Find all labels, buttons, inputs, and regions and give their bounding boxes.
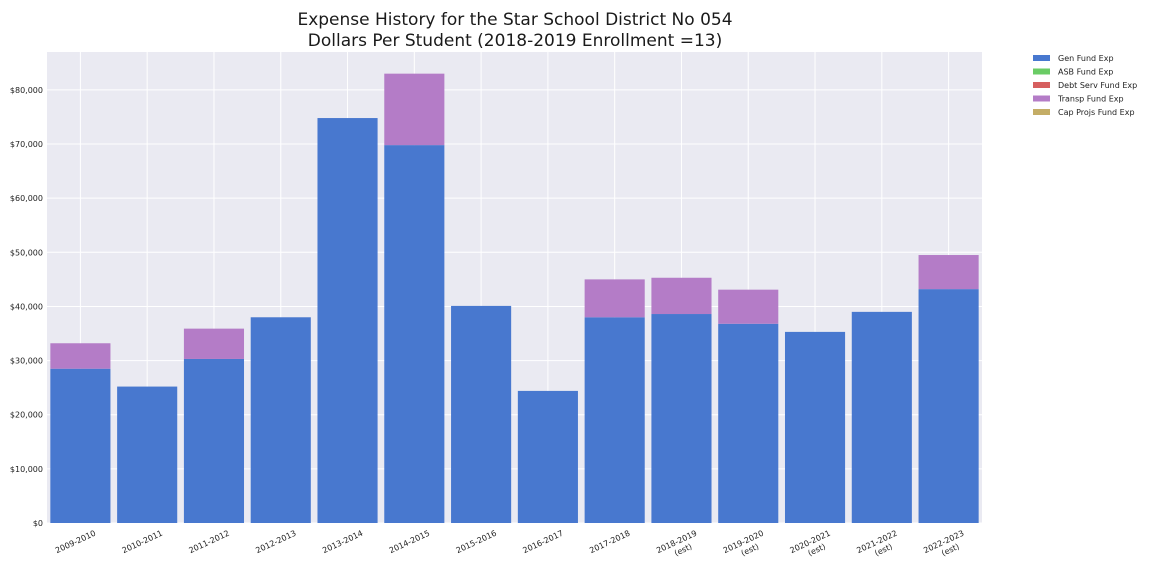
legend-label: ASB Fund Exp bbox=[1058, 68, 1113, 77]
legend-swatch bbox=[1033, 95, 1050, 102]
bar-segment bbox=[918, 289, 979, 523]
bar-segment bbox=[384, 73, 445, 146]
bar-segment bbox=[451, 305, 512, 523]
x-tick-label: 2019-2020(est) bbox=[722, 529, 770, 565]
x-tick-label: 2016-2017 bbox=[521, 529, 564, 556]
bar-segment bbox=[317, 118, 378, 523]
x-tick-label-line: 2011-2012 bbox=[187, 529, 230, 556]
x-tick-label: 2017-2018 bbox=[588, 529, 631, 556]
chart-subtitle: Dollars Per Student (2018-2019 Enrollmen… bbox=[308, 31, 722, 51]
x-tick-label: 2014-2015 bbox=[388, 529, 431, 556]
x-tick-label-line: 2014-2015 bbox=[388, 529, 431, 556]
bar-segment bbox=[918, 255, 979, 290]
y-axis: $0 $10,000 $20,000 $30,000 $40,000 $50,000 $60… bbox=[10, 86, 43, 528]
bar-segment bbox=[718, 323, 779, 523]
bar-segment bbox=[651, 277, 712, 315]
chart-title: Expense History for the Star School Dist… bbox=[297, 10, 732, 30]
legend-swatch bbox=[1033, 82, 1050, 88]
x-tick-label-line: 2012-2013 bbox=[254, 529, 297, 556]
y-tick-label: $0 bbox=[33, 519, 43, 528]
bar-segment bbox=[851, 311, 912, 523]
y-tick-label: $20,000 bbox=[10, 411, 43, 420]
legend: Gen Fund Exp ASB Fund Exp Debt Serv Fund E… bbox=[1033, 54, 1137, 117]
legend-swatch bbox=[1033, 68, 1050, 75]
bar-segment bbox=[50, 343, 111, 369]
bars bbox=[50, 73, 979, 523]
y-tick-label: $10,000 bbox=[10, 465, 43, 474]
bar-segment bbox=[651, 314, 712, 523]
bar-segment bbox=[584, 279, 645, 318]
x-tick-label-line: 2009-2010 bbox=[54, 529, 97, 556]
x-tick-label: 2013-2014 bbox=[321, 529, 364, 556]
bar-segment bbox=[183, 328, 245, 359]
legend-label: Gen Fund Exp bbox=[1058, 54, 1114, 63]
x-tick-label: 2009-2010 bbox=[54, 529, 97, 556]
bar-segment bbox=[517, 390, 578, 523]
y-tick-label: $50,000 bbox=[10, 248, 43, 257]
y-tick-label: $40,000 bbox=[10, 302, 43, 311]
x-axis: 2009-2010 2010-2011 2011-2012 2012-2013 2013… bbox=[54, 529, 970, 565]
bar-segment bbox=[384, 145, 445, 523]
y-tick-label: $80,000 bbox=[10, 86, 43, 95]
bar-segment bbox=[183, 358, 245, 523]
x-tick-label: 2021-2022(est) bbox=[855, 529, 903, 565]
bar-segment bbox=[584, 317, 645, 523]
x-tick-label-line: 2013-2014 bbox=[321, 529, 364, 556]
x-tick-label-line: 2017-2018 bbox=[588, 529, 631, 556]
legend-label: Transp Fund Exp bbox=[1057, 95, 1124, 104]
y-tick-label: $60,000 bbox=[10, 194, 43, 203]
x-tick-label: 2011-2012 bbox=[187, 529, 230, 556]
x-tick-label: 2010-2011 bbox=[121, 529, 164, 556]
x-tick-label: 2015-2016 bbox=[455, 529, 498, 556]
y-tick-label: $70,000 bbox=[10, 140, 43, 149]
x-tick-label: 2022-2023(est) bbox=[922, 529, 970, 565]
legend-label: Cap Projs Fund Exp bbox=[1058, 108, 1135, 117]
bar-segment bbox=[784, 331, 846, 523]
x-tick-label-line: 2010-2011 bbox=[121, 529, 164, 556]
x-tick-label: 2018-2019(est) bbox=[655, 529, 703, 565]
legend-swatch bbox=[1033, 109, 1050, 115]
bar-segment bbox=[718, 289, 779, 324]
legend-swatch bbox=[1033, 55, 1050, 61]
x-tick-label: 2020-2021(est) bbox=[789, 529, 837, 565]
x-tick-label-line: 2016-2017 bbox=[521, 529, 564, 556]
bar-segment bbox=[250, 317, 311, 523]
legend-label: Debt Serv Fund Exp bbox=[1058, 81, 1137, 90]
x-tick-label: 2012-2013 bbox=[254, 529, 297, 556]
bar-segment bbox=[117, 386, 178, 523]
y-tick-label: $30,000 bbox=[10, 357, 43, 366]
x-tick-label-line: 2015-2016 bbox=[455, 529, 498, 556]
bar-segment bbox=[50, 368, 111, 523]
